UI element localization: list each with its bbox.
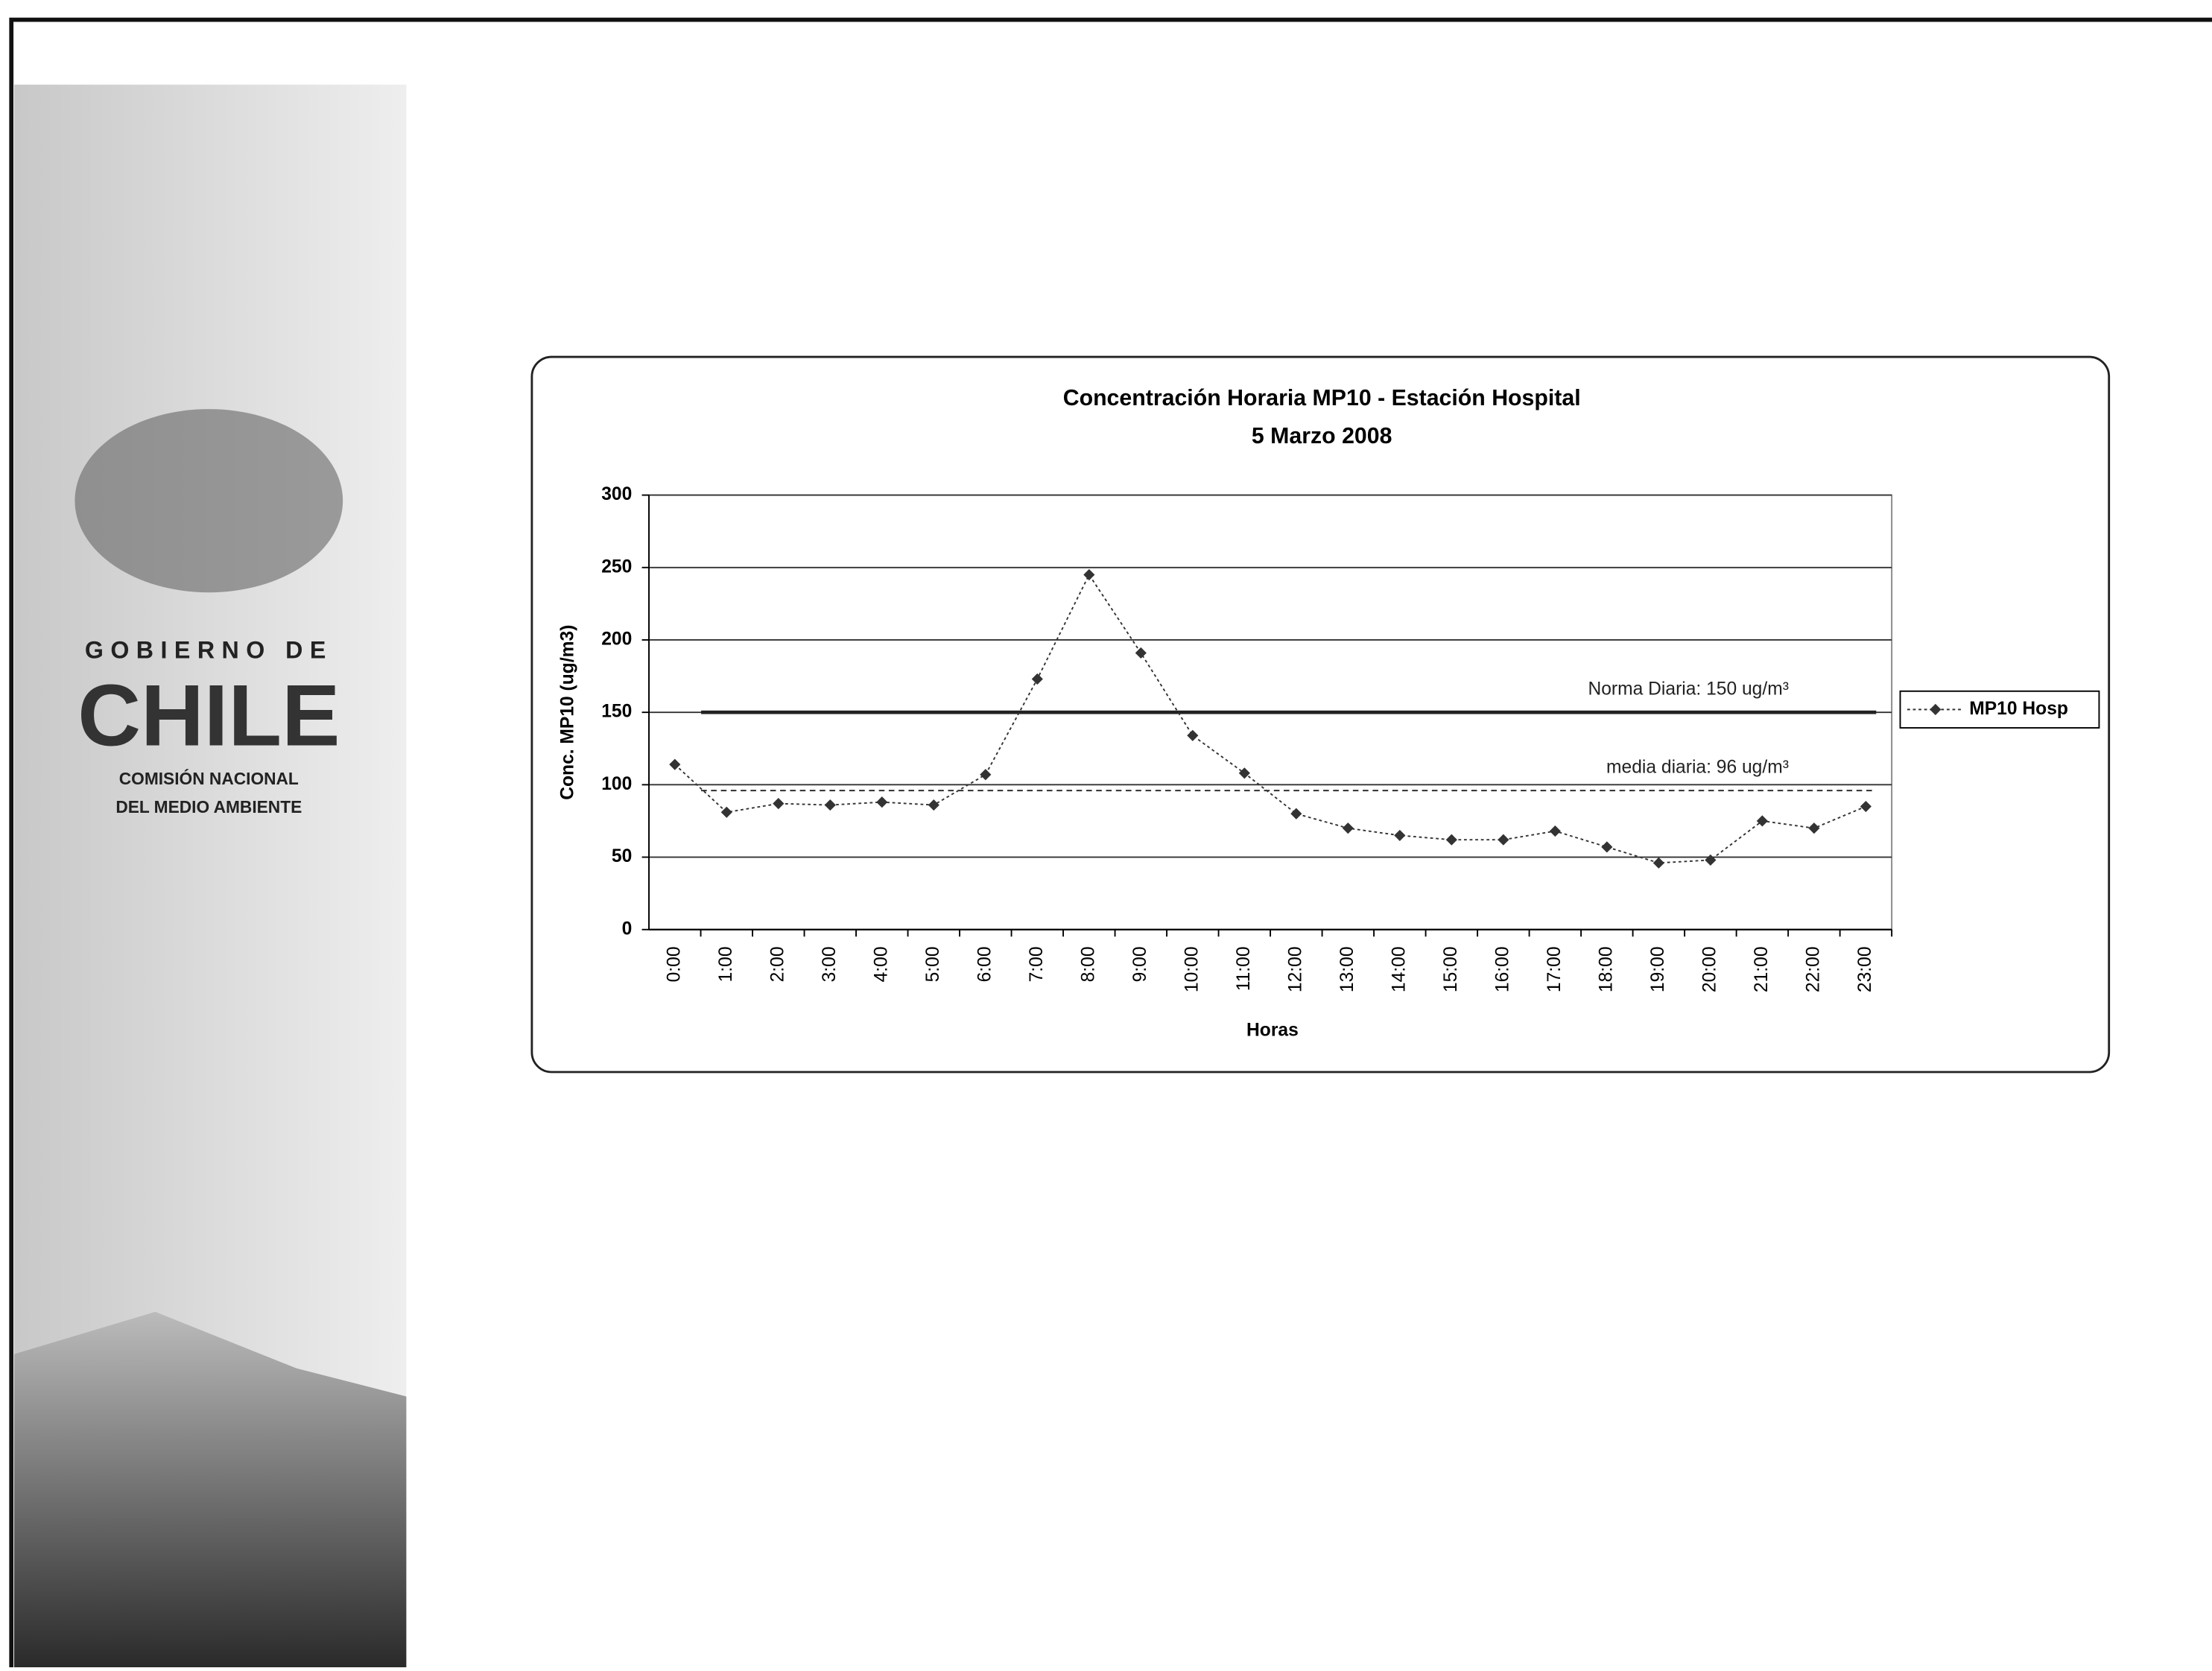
y-tick-label: 300 [601,484,632,504]
logo-text: DEL MEDIO AMBIENTE [115,797,302,817]
x-tick-label: 9:00 [1130,946,1150,982]
x-tick-label: 16:00 [1492,946,1512,992]
logo-text: GOBIERNO DE [85,636,333,663]
x-tick-label: 0:00 [664,946,684,982]
reference-label: media diaria: 96 ug/m³ [1606,757,1789,777]
x-tick-label: 20:00 [1699,946,1720,992]
data-point [1031,673,1043,685]
x-tick-label: 23:00 [1855,946,1875,992]
x-tick-label: 19:00 [1648,946,1668,992]
x-tick-label: 7:00 [1027,946,1047,982]
x-axis-label: Horas [1246,1021,1299,1041]
x-tick-label: 15:00 [1441,946,1461,992]
mountain [14,1311,407,1667]
data-point [1549,825,1561,837]
x-tick-label: 17:00 [1544,946,1565,992]
y-tick-label: 0 [622,919,633,939]
x-tick-label: 5:00 [923,946,943,982]
data-point [1187,729,1199,741]
chart-subtitle: 5 Marzo 2008 [1252,424,1392,448]
x-tick-label: 10:00 [1182,946,1202,992]
data-point [1601,841,1613,853]
x-tick-label: 18:00 [1596,946,1616,992]
x-tick-label: 2:00 [767,946,787,982]
y-tick-label: 150 [601,702,632,722]
x-tick-label: 1:00 [716,946,736,982]
chart-title: Concentración Horaria MP10 - Estación Ho… [1063,386,1581,410]
x-tick-label: 22:00 [1803,946,1823,992]
data-point [1705,854,1717,866]
x-tick-label: 6:00 [975,946,995,982]
series-line [674,573,1866,864]
logo-text: COMISIÓN NACIONAL [119,769,299,788]
data-point [773,798,785,810]
slide-frame [9,17,2212,1671]
y-tick-label: 100 [601,774,632,794]
data-point [669,758,681,770]
legend-marker [1930,703,1942,715]
chart-frame [530,355,2111,1074]
x-tick-label: 8:00 [1078,946,1098,982]
x-tick-label: 12:00 [1285,946,1305,992]
x-tick-label: 4:00 [871,946,891,982]
x-tick-label: 3:00 [820,946,840,982]
y-tick-label: 50 [612,846,632,866]
x-tick-label: 21:00 [1752,946,1772,992]
reference-label: Norma Diaria: 150 ug/m³ [1588,679,1788,699]
data-point [1652,857,1664,869]
data-point [1394,829,1406,841]
x-tick-label: 14:00 [1389,946,1409,992]
data-point [824,799,836,811]
y-tick-label: 200 [601,629,632,649]
y-axis-label: Conc. MP10 (ug/m3) [558,625,578,800]
y-tick-label: 250 [601,557,632,577]
x-tick-label: 11:00 [1234,946,1254,991]
legend-label: MP10 Hosp [1969,699,2068,719]
logo-text: CHILE [77,666,340,764]
coat-of-arms [75,409,343,593]
data-point [1756,815,1768,827]
x-tick-label: 13:00 [1337,946,1357,992]
